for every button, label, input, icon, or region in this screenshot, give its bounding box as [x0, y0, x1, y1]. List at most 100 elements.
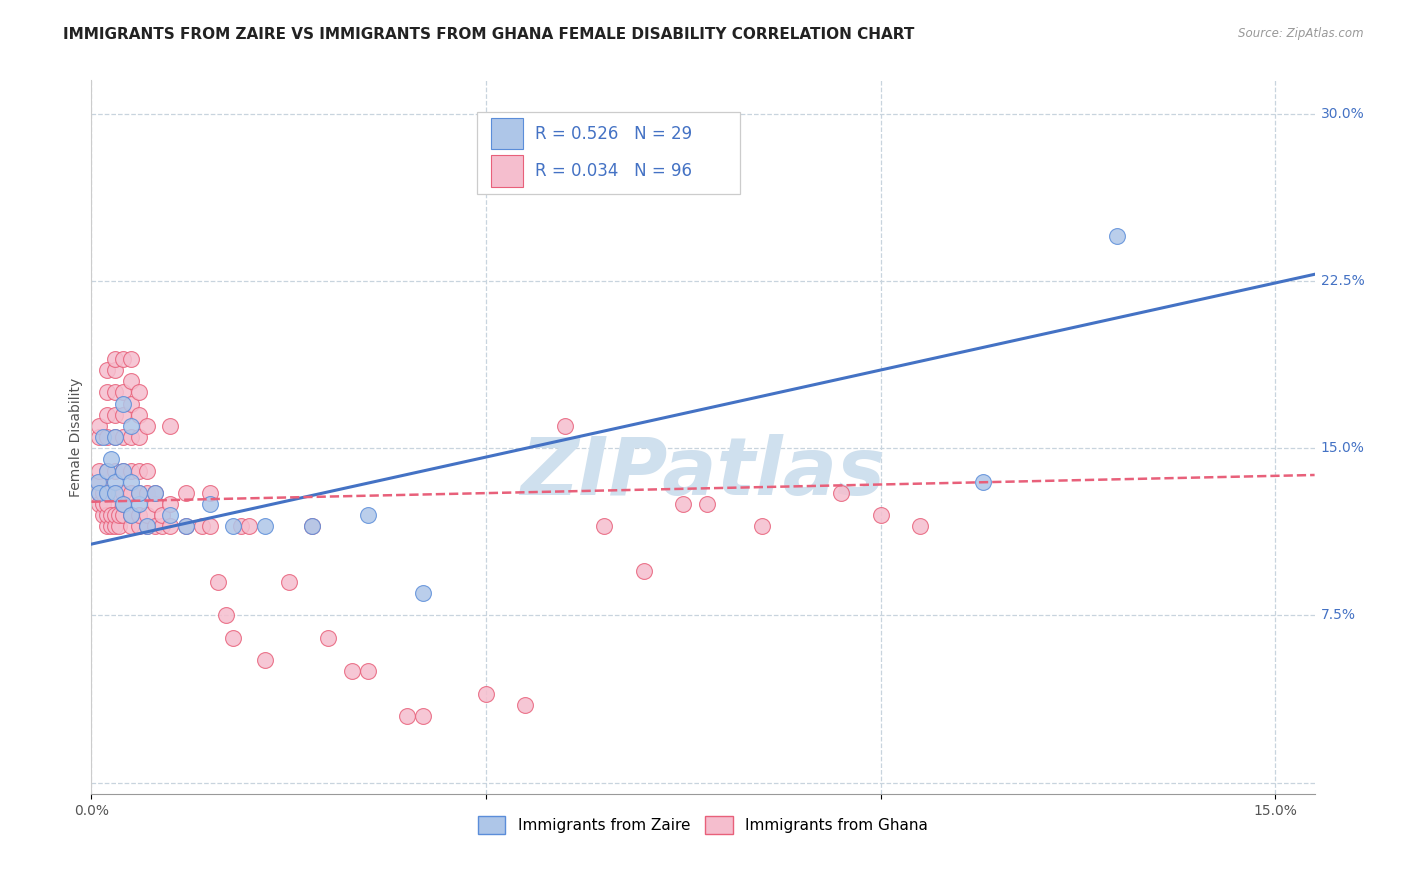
- Point: [96, 508, 118, 523]
- Point: [135, 508, 157, 523]
- Point: [96, 485, 118, 500]
- Point: [104, 508, 127, 523]
- Text: 15.0%: 15.0%: [1320, 442, 1365, 455]
- Point: [396, 708, 419, 723]
- Point: [104, 430, 127, 444]
- Point: [91, 497, 114, 511]
- Point: [1107, 229, 1129, 244]
- FancyBboxPatch shape: [491, 118, 523, 150]
- Point: [143, 485, 166, 500]
- Point: [135, 464, 157, 478]
- Point: [89, 475, 111, 489]
- Text: IMMIGRANTS FROM ZAIRE VS IMMIGRANTS FROM GHANA FEMALE DISABILITY CORRELATION CHA: IMMIGRANTS FROM ZAIRE VS IMMIGRANTS FROM…: [63, 27, 915, 42]
- Point: [120, 430, 142, 444]
- Point: [104, 464, 127, 478]
- Point: [104, 408, 127, 422]
- Y-axis label: Female Disability: Female Disability: [69, 377, 83, 497]
- Point: [111, 464, 134, 478]
- Point: [108, 519, 131, 533]
- Point: [120, 475, 142, 489]
- Point: [96, 385, 118, 400]
- Point: [104, 385, 127, 400]
- Point: [174, 519, 197, 533]
- Point: [412, 708, 434, 723]
- Point: [159, 497, 181, 511]
- Point: [96, 363, 118, 377]
- Point: [696, 497, 718, 511]
- Text: ZIPatlas: ZIPatlas: [520, 434, 886, 512]
- Point: [191, 519, 214, 533]
- Point: [96, 430, 118, 444]
- Point: [128, 497, 150, 511]
- Point: [198, 519, 221, 533]
- Point: [633, 564, 655, 578]
- Point: [751, 519, 773, 533]
- Point: [120, 508, 142, 523]
- Point: [128, 485, 150, 500]
- Text: R = 0.034   N = 96: R = 0.034 N = 96: [536, 162, 692, 180]
- Point: [135, 419, 157, 434]
- Point: [111, 351, 134, 366]
- Point: [277, 575, 299, 590]
- Point: [120, 351, 142, 366]
- Point: [111, 385, 134, 400]
- Point: [111, 408, 134, 422]
- Text: 30.0%: 30.0%: [1320, 107, 1364, 120]
- Point: [111, 497, 134, 511]
- Point: [108, 508, 131, 523]
- Point: [222, 519, 245, 533]
- Point: [120, 519, 142, 533]
- Point: [159, 508, 181, 523]
- Point: [104, 519, 127, 533]
- Point: [207, 575, 229, 590]
- Point: [96, 464, 118, 478]
- Point: [89, 485, 111, 500]
- Point: [593, 519, 616, 533]
- Point: [128, 385, 150, 400]
- Point: [104, 485, 127, 500]
- Point: [135, 519, 157, 533]
- Point: [120, 464, 142, 478]
- Point: [128, 508, 150, 523]
- Text: 22.5%: 22.5%: [1320, 274, 1364, 288]
- Point: [830, 485, 852, 500]
- Point: [96, 408, 118, 422]
- Text: 7.5%: 7.5%: [1320, 608, 1355, 623]
- FancyBboxPatch shape: [491, 155, 523, 186]
- Point: [356, 508, 378, 523]
- Point: [111, 485, 134, 500]
- Point: [120, 375, 142, 389]
- Point: [672, 497, 695, 511]
- Point: [120, 485, 142, 500]
- Point: [128, 485, 150, 500]
- Point: [104, 475, 127, 489]
- Point: [111, 508, 134, 523]
- Point: [100, 519, 122, 533]
- Point: [120, 508, 142, 523]
- Point: [120, 419, 142, 434]
- Point: [231, 519, 253, 533]
- Point: [128, 408, 150, 422]
- Point: [253, 519, 276, 533]
- Point: [198, 497, 221, 511]
- Point: [214, 608, 236, 623]
- Point: [91, 508, 114, 523]
- FancyBboxPatch shape: [477, 112, 740, 194]
- Point: [89, 430, 111, 444]
- Point: [100, 508, 122, 523]
- Point: [111, 430, 134, 444]
- Point: [238, 519, 260, 533]
- Point: [152, 519, 174, 533]
- Point: [316, 631, 339, 645]
- Point: [198, 485, 221, 500]
- Point: [120, 396, 142, 410]
- Point: [96, 497, 118, 511]
- Point: [174, 519, 197, 533]
- Point: [108, 485, 131, 500]
- Text: Source: ZipAtlas.com: Source: ZipAtlas.com: [1239, 27, 1364, 40]
- Point: [152, 508, 174, 523]
- Text: R = 0.526   N = 29: R = 0.526 N = 29: [536, 125, 693, 143]
- Point: [356, 664, 378, 679]
- Point: [100, 452, 122, 467]
- Point: [301, 519, 323, 533]
